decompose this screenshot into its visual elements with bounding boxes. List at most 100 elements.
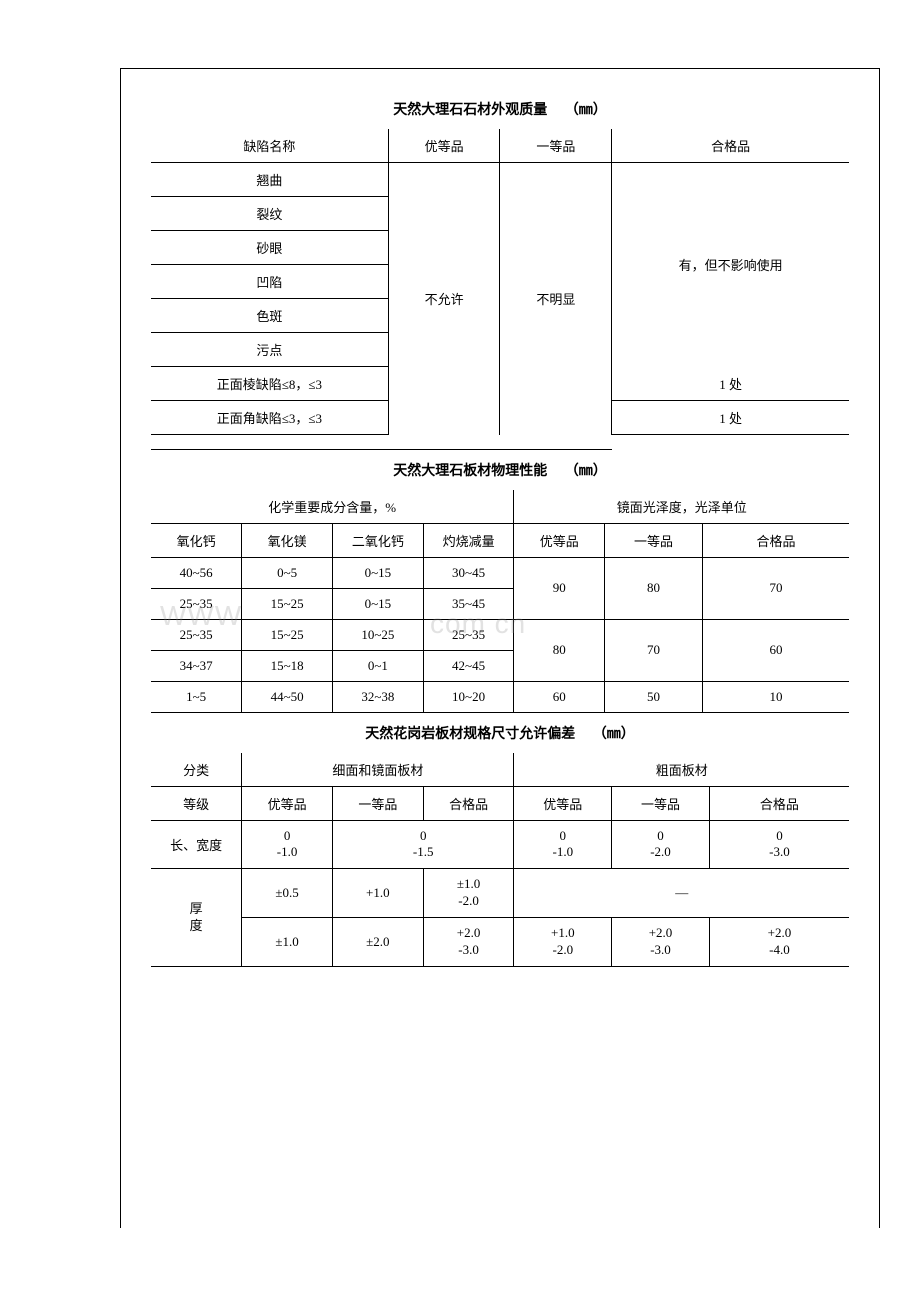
- t3-th2-c4: +2.0 -3.0: [423, 918, 514, 967]
- t3-lw-c34t: 0: [337, 828, 509, 845]
- t3-lw-c34: 0 -1.5: [332, 820, 513, 869]
- t3-th1-rough: —: [514, 869, 849, 918]
- table1-title: 天然大理石石材外观质量 （㎜）: [151, 99, 849, 119]
- t2-h1: 氧化钙: [151, 523, 242, 557]
- page-frame: 天然大理石石材外观质量 （㎜） 缺陷名称 优等品 一等品 合格品 翘曲 不允许 …: [120, 68, 880, 1228]
- t1-r8q: 1 处: [612, 401, 849, 435]
- t1-notallowed: 不允许: [388, 163, 500, 435]
- t2-r2c4: 25~35: [423, 619, 514, 650]
- table2-title: 天然大理石板材物理性能 （㎜）: [151, 460, 849, 480]
- t1-h2: 优等品: [388, 129, 500, 163]
- t3-th2-c5: +1.0 -2.0: [514, 918, 612, 967]
- table3-title-text: 天然花岗岩板材规格尺寸允许偏差: [365, 727, 575, 742]
- table3-unit: （㎜）: [593, 727, 635, 742]
- t3-lw-c34b: -1.5: [337, 844, 509, 861]
- t2-h6: 一等品: [605, 523, 703, 557]
- t3-h2a: 等级: [151, 786, 242, 820]
- t1-d5: 污点: [151, 333, 388, 367]
- t3-lw-c7: 0 -3.0: [709, 820, 849, 869]
- t1-hasok: 有，但不影响使用: [612, 163, 849, 367]
- table2-title-text: 天然大理石板材物理性能: [393, 464, 547, 479]
- t3-lw-c5: 0 -1.0: [514, 820, 612, 869]
- table3-title: 天然花岗岩板材规格尺寸允许偏差 （㎜）: [151, 723, 849, 743]
- t3-th1-c4: ±1.0 -2.0: [423, 869, 514, 918]
- t2-g34c7: 60: [702, 619, 849, 681]
- t2-r4c3: 32~38: [332, 681, 423, 712]
- t3-th2-c6t: +2.0: [616, 925, 705, 942]
- t3-lw-c5t: 0: [518, 828, 607, 845]
- t2-g5c7: 10: [702, 681, 849, 712]
- t3-th2-c3: ±2.0: [332, 918, 423, 967]
- t3-th1-c3: +1.0: [332, 869, 423, 918]
- t3-h1a: 分类: [151, 753, 242, 787]
- t1-d1: 裂纹: [151, 197, 388, 231]
- t2-hg-gloss: 镜面光泽度，光泽单位: [514, 490, 849, 524]
- t3-th2-c7: +2.0 -4.0: [709, 918, 849, 967]
- t3-lw-c2t: 0: [246, 828, 328, 845]
- t2-g12c6: 80: [605, 557, 703, 619]
- t2-r4c4: 10~20: [423, 681, 514, 712]
- t2-r0c2: 0~5: [242, 557, 333, 588]
- t3-th2-c6: +2.0 -3.0: [612, 918, 710, 967]
- t3-th2-c4t: +2.0: [428, 925, 510, 942]
- t2-g5c5: 60: [514, 681, 605, 712]
- t3-lw-c7t: 0: [714, 828, 845, 845]
- t3-th2-c7b: -4.0: [714, 942, 845, 959]
- t2-g34c5: 80: [514, 619, 605, 681]
- t3-h2e: 优等品: [514, 786, 612, 820]
- t2-hg-chem: 化学重要成分含量，%: [151, 490, 514, 524]
- t2-h4: 灼烧减量: [423, 523, 514, 557]
- table2: 化学重要成分含量，% 镜面光泽度，光泽单位 氧化钙 氧化镁 二氧化钙 灼烧减量 …: [151, 490, 849, 713]
- t2-r1c3: 0~15: [332, 588, 423, 619]
- t3-h2c: 一等品: [332, 786, 423, 820]
- t2-r3c4: 42~45: [423, 650, 514, 681]
- t3-th2-c7t: +2.0: [714, 925, 845, 942]
- t1-h4: 合格品: [612, 129, 849, 163]
- t3-h2g: 合格品: [709, 786, 849, 820]
- t2-h2: 氧化镁: [242, 523, 333, 557]
- t2-r2c2: 15~25: [242, 619, 333, 650]
- t3-lw-c6t: 0: [616, 828, 705, 845]
- t2-r3c3: 0~1: [332, 650, 423, 681]
- table3: 分类 细面和镜面板材 粗面板材 等级 优等品 一等品 合格品 优等品 一等品 合…: [151, 753, 849, 967]
- t1-d3: 凹陷: [151, 265, 388, 299]
- t2-r4c1: 1~5: [151, 681, 242, 712]
- t1-r7q: 1 处: [612, 367, 849, 401]
- table2-unit: （㎜）: [565, 464, 607, 479]
- t1-d4: 色斑: [151, 299, 388, 333]
- t2-r0c4: 30~45: [423, 557, 514, 588]
- t3-lw-c2b: -1.0: [246, 844, 328, 861]
- t1-r8n: 正面角缺陷≤3，≤3: [151, 401, 388, 435]
- t2-r2c1: 25~35: [151, 619, 242, 650]
- t3-lw-label: 长、宽度: [151, 820, 242, 869]
- t3-h2b: 优等品: [242, 786, 333, 820]
- t3-th1-c4t: ±1.0: [428, 876, 510, 893]
- t3-h2f: 一等品: [612, 786, 710, 820]
- t3-lw-c7b: -3.0: [714, 844, 845, 861]
- t1-h1: 缺陷名称: [151, 129, 388, 163]
- t2-r0c3: 0~15: [332, 557, 423, 588]
- t1-d2: 砂眼: [151, 231, 388, 265]
- t2-r3c1: 34~37: [151, 650, 242, 681]
- t1-h3: 一等品: [500, 129, 612, 163]
- t2-h5: 优等品: [514, 523, 605, 557]
- table1-unit: （㎜）: [565, 103, 607, 118]
- t3-th2-c5t: +1.0: [518, 925, 607, 942]
- t2-g5c6: 50: [605, 681, 703, 712]
- t1-d0: 翘曲: [151, 163, 388, 197]
- t2-r0c1: 40~56: [151, 557, 242, 588]
- t3-lw-c6b: -2.0: [616, 844, 705, 861]
- t2-r1c2: 15~25: [242, 588, 333, 619]
- t3-th-label: 厚 度: [151, 869, 242, 967]
- t1-r7n: 正面棱缺陷≤8，≤3: [151, 367, 388, 401]
- t3-th1-c2: ±0.5: [242, 869, 333, 918]
- t3-th-lb: 度: [155, 918, 237, 935]
- t3-lw-c5b: -1.0: [518, 844, 607, 861]
- t2-g12c7: 70: [702, 557, 849, 619]
- t3-th2-c6b: -3.0: [616, 942, 705, 959]
- t3-th2-c5b: -2.0: [518, 942, 607, 959]
- t3-th-lt: 厚: [155, 901, 237, 918]
- table1: 缺陷名称 优等品 一等品 合格品 翘曲 不允许 不明显 有，但不影响使用 裂纹 …: [151, 129, 849, 450]
- t3-th2-c4b: -3.0: [428, 942, 510, 959]
- t2-r1c1: 25~35: [151, 588, 242, 619]
